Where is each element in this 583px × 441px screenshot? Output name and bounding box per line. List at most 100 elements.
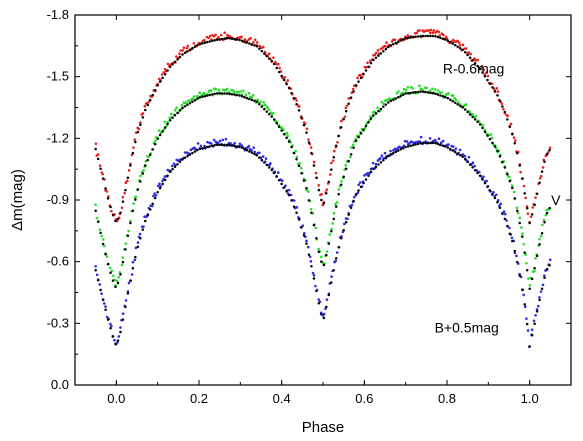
model-point <box>193 45 197 49</box>
data-point <box>364 66 368 69</box>
model-point <box>424 90 427 94</box>
model-point <box>330 281 333 284</box>
model-point <box>374 56 378 60</box>
model-point <box>245 41 249 44</box>
data-point <box>334 259 338 263</box>
model-point <box>419 34 422 38</box>
data-point <box>98 228 102 232</box>
model-point <box>119 330 122 334</box>
data-point <box>481 124 485 127</box>
model-point <box>327 293 331 297</box>
data-point <box>100 234 104 238</box>
model-point <box>265 110 269 113</box>
model-point <box>545 267 549 271</box>
model-point <box>377 163 380 166</box>
model-point <box>451 149 455 152</box>
model-point <box>540 232 544 235</box>
data-point <box>538 176 542 180</box>
model-point <box>166 69 169 72</box>
data-point <box>199 144 203 148</box>
model-point <box>111 213 115 217</box>
data-point <box>101 238 105 241</box>
model-point <box>297 218 301 221</box>
model-point <box>315 289 318 293</box>
model-point <box>501 105 504 108</box>
model-point <box>516 209 519 212</box>
data-point <box>203 38 206 42</box>
model-point <box>461 106 464 109</box>
model-point <box>404 92 407 95</box>
data-point <box>233 91 236 94</box>
model-point <box>503 110 507 114</box>
model-point <box>429 141 432 145</box>
model-point <box>332 269 335 272</box>
model-point <box>302 234 306 237</box>
model-point <box>139 123 142 127</box>
model-point <box>176 58 179 61</box>
model-point <box>124 188 127 192</box>
data-point <box>101 172 104 176</box>
data-point <box>431 31 435 35</box>
model-point <box>525 269 529 272</box>
model-point <box>146 103 149 107</box>
model-point <box>352 146 355 149</box>
model-point <box>424 141 427 145</box>
model-point <box>302 123 306 127</box>
data-point <box>261 155 265 158</box>
model-point <box>158 80 162 83</box>
model-point <box>461 155 464 158</box>
data-point <box>512 136 516 139</box>
model-point <box>396 40 400 43</box>
model-point <box>141 172 145 175</box>
model-point <box>310 211 313 214</box>
data-point <box>121 195 125 199</box>
model-point <box>496 149 499 153</box>
model-point <box>126 176 130 180</box>
model-point <box>111 279 115 282</box>
model-point <box>193 150 197 153</box>
model-point <box>297 164 301 168</box>
model-point <box>124 248 127 251</box>
data-point <box>363 126 367 130</box>
data-point <box>160 73 164 76</box>
data-point <box>262 45 265 49</box>
data-point <box>183 151 187 154</box>
model-point <box>518 221 521 225</box>
data-point <box>132 146 135 149</box>
data-point <box>238 142 242 146</box>
model-point <box>151 93 154 97</box>
data-point <box>153 192 156 195</box>
y-tick-label: -1.2 <box>47 130 69 145</box>
model-point <box>287 140 291 143</box>
model-point <box>394 97 397 100</box>
model-point <box>503 166 507 169</box>
model-point <box>548 206 551 210</box>
model-point <box>101 177 105 180</box>
model-point <box>233 93 236 96</box>
model-point <box>198 42 202 46</box>
model-point <box>305 131 308 134</box>
data-point <box>113 338 116 342</box>
data-point <box>458 148 462 152</box>
model-point <box>493 145 497 148</box>
model-point <box>183 156 187 160</box>
model-point <box>300 226 303 229</box>
model-point <box>101 242 105 246</box>
data-point <box>247 144 251 148</box>
model-point <box>322 263 326 267</box>
data-point <box>492 191 495 194</box>
model-point <box>136 188 140 191</box>
data-point <box>494 193 498 197</box>
model-point <box>240 146 244 150</box>
data-point <box>157 129 161 132</box>
model-point <box>94 269 97 272</box>
model-point <box>518 274 521 277</box>
data-point <box>251 93 255 97</box>
model-point <box>238 38 241 42</box>
model-point <box>218 92 221 95</box>
model-point <box>471 166 474 169</box>
data-point <box>277 62 280 66</box>
model-point <box>518 164 521 167</box>
model-point <box>134 140 137 144</box>
model-point <box>206 145 209 149</box>
